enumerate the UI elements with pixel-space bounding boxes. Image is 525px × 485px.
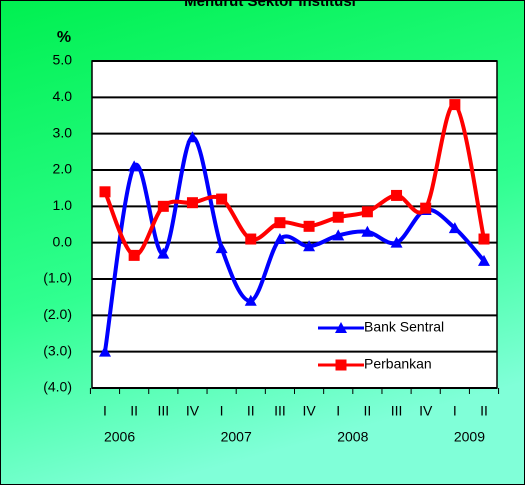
x-tick-label: III [391,403,403,419]
marker [448,222,461,234]
marker [303,240,316,252]
series-line [103,135,486,352]
marker [478,233,490,245]
marker [335,322,347,333]
marker [335,359,347,371]
y-tick-label: (2.0) [43,306,72,322]
marker [478,254,490,266]
x-tick-label: I [453,403,457,419]
marker [332,211,344,223]
marker [99,186,111,198]
x-tick-label: II [480,403,488,419]
marker [332,229,345,241]
chart-title: Menurut Sektor Institusi [184,0,356,10]
year-label: 2009 [454,429,485,445]
marker [449,99,461,111]
x-tick-label: I [336,403,340,419]
x-tick-label: IV [419,403,433,419]
x-tick-label: IV [302,403,316,419]
x-tick-label: II [130,403,138,419]
legend-label: Bank Sentral [364,319,444,335]
marker [157,200,169,212]
x-tick-label: III [157,403,169,419]
marker [420,202,432,214]
legend-label: Perbankan [364,356,432,372]
marker [215,242,228,254]
y-tick-label: 3.0 [53,124,73,140]
marker [128,249,140,261]
y-tick-label: (4.0) [43,379,72,395]
y-tick-label: 5.0 [53,52,73,68]
marker [361,206,373,218]
marker [390,236,403,248]
x-tick-label: I [103,403,107,419]
marker [186,197,198,209]
marker [216,193,228,205]
y-tick-label: 1.0 [53,197,73,213]
marker [128,160,141,172]
marker [186,131,199,143]
marker [273,233,286,245]
y-tick-label: 2.0 [53,161,73,177]
marker [245,233,257,245]
x-tick-label: II [247,403,255,419]
marker [244,294,257,306]
year-label: 2006 [104,429,135,445]
marker [157,247,170,259]
marker [274,217,286,229]
y-tick-label: 4.0 [53,88,73,104]
marker [99,345,111,357]
x-tick-label: I [220,403,224,419]
y-tick-label: 0.0 [53,233,73,249]
marker [391,189,403,201]
x-tick-label: IV [186,403,200,419]
marker [361,225,374,237]
y-tick-label: (1.0) [43,270,72,286]
y-tick-label: (3.0) [43,342,72,358]
marker [303,220,315,232]
y-axis-label: % [57,29,71,46]
year-label: 2007 [221,429,252,445]
x-tick-label: II [363,403,371,419]
x-tick-label: III [274,403,286,419]
year-label: 2008 [337,429,368,445]
